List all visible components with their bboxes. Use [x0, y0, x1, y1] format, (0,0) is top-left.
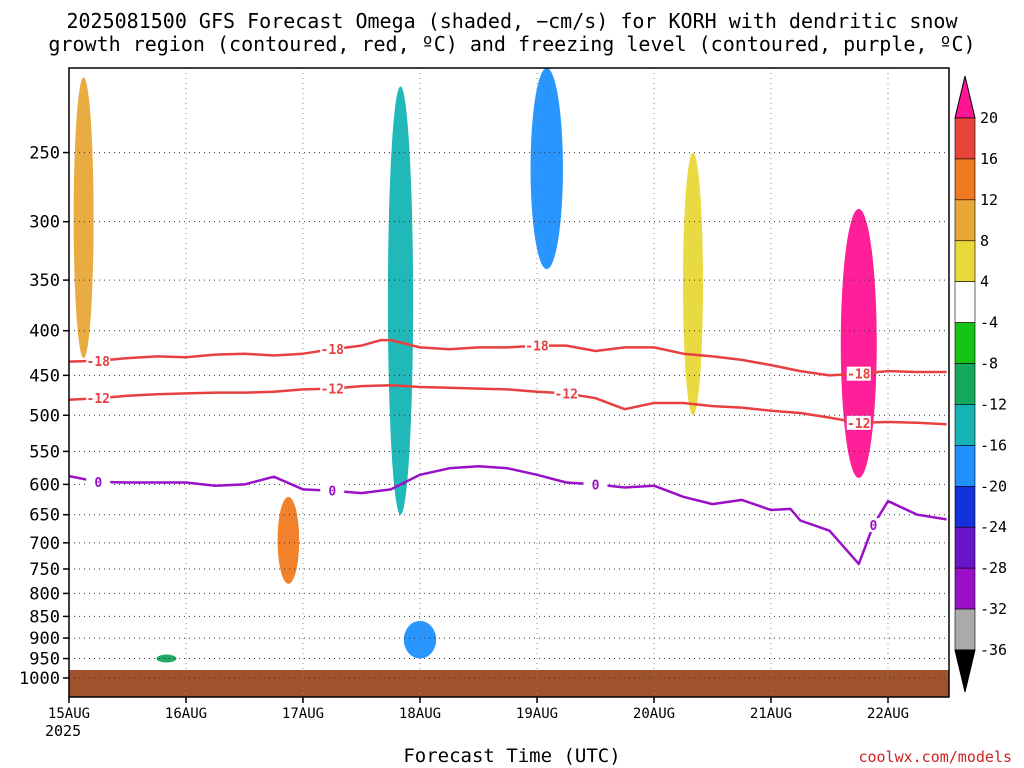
contour-label: -18	[525, 340, 549, 355]
colorbar-swatch	[954, 567, 976, 610]
omega-region	[403, 620, 437, 659]
contour-label-bg	[320, 381, 345, 396]
contour-label: 0	[328, 485, 336, 500]
colorbar-label: -8	[980, 355, 998, 373]
colorbar-swatch	[954, 608, 976, 651]
x-tick-label: 20AUG	[633, 706, 675, 722]
x-tick-label: 18AUG	[399, 706, 441, 722]
colorbar-swatch	[954, 240, 976, 282]
omega-region	[73, 77, 94, 359]
colorbar-label: -24	[980, 518, 1007, 536]
contour-label: -18	[321, 343, 345, 358]
x-tick-label: 21AUG	[750, 706, 792, 722]
colorbar-label: -20	[980, 477, 1007, 495]
contour-label: -12	[321, 383, 344, 398]
x-tick-label: 16AUG	[165, 706, 207, 722]
contour-label-bg	[525, 338, 549, 353]
colorbar-swatch	[954, 322, 976, 364]
plot-area: -18 -18 -18 -18 -12 -12 -12 -12 0 0 0 0	[69, 68, 949, 697]
contour-label: 0	[94, 476, 102, 491]
colorbar-swatch	[954, 158, 976, 201]
contour-line	[69, 338, 947, 377]
y-tick-label: 700	[29, 534, 60, 554]
y-tick-label: 250	[29, 144, 60, 164]
contour-label-bg	[86, 353, 111, 368]
contour-line	[69, 465, 947, 566]
contour-label-bg	[86, 391, 111, 406]
contour-label: 0	[869, 519, 877, 534]
colorbar-swatch	[954, 649, 976, 693]
colorbar-label: -36	[980, 641, 1007, 659]
y-tick-label: 500	[29, 406, 60, 426]
contour-label-bg	[320, 483, 345, 498]
colorbar-label: 12	[980, 191, 998, 209]
plot-frame	[68, 67, 950, 698]
x-tick-label: 17AUG	[282, 706, 324, 722]
colorbar-label: -12	[980, 395, 1007, 413]
colorbar-label: -16	[980, 436, 1007, 454]
y-tick-label: 850	[29, 607, 60, 627]
colorbar-swatch	[954, 75, 976, 119]
omega-region	[840, 208, 877, 479]
contour-label: -12	[847, 417, 870, 432]
contour-label-bg	[320, 342, 345, 357]
y-tick-label: 600	[29, 475, 60, 495]
colorbar-swatch	[954, 117, 976, 160]
omega-region	[683, 152, 703, 416]
omega-region	[156, 654, 177, 663]
contour-line	[69, 384, 947, 426]
colorbar-label: 4	[980, 273, 989, 291]
omega-region	[277, 496, 300, 584]
colorbar-swatch	[954, 199, 976, 242]
colorbar-swatch	[954, 281, 976, 323]
colorbar-swatch	[954, 526, 976, 569]
contour-label-bg	[846, 366, 871, 381]
y-tick-label: 350	[29, 271, 60, 291]
y-tick-label: 450	[29, 366, 60, 386]
x-axis-year: 2025	[45, 722, 82, 740]
colorbar-swatch	[954, 445, 976, 487]
contour-label: 0	[592, 478, 600, 493]
ground-surface	[69, 670, 949, 697]
y-tick-label: 900	[29, 629, 60, 649]
credit-link[interactable]: coolwx.com/models	[858, 748, 1012, 766]
omega-region	[387, 86, 414, 515]
y-tick-label: 1000	[19, 669, 60, 689]
chart-title-line-2: growth region (contoured, red, ºC) and f…	[48, 32, 976, 56]
y-tick-label: 550	[29, 442, 60, 462]
y-tick-label: 300	[29, 213, 60, 233]
colorbar-label: -28	[980, 559, 1007, 577]
contour-label: -18	[87, 355, 111, 370]
colorbar: 20 16 12 8 4 -4 -8 -12 -16 -20 -24 -28 -32 -36	[954, 75, 1007, 693]
colorbar-swatch	[954, 486, 976, 528]
x-tick-label: 15AUG	[48, 706, 90, 722]
contour-label-bg	[861, 518, 886, 533]
chart-title-line-1: 2025081500 GFS Forecast Omega (shaded, −…	[66, 9, 958, 33]
colorbar-swatch	[954, 404, 976, 446]
colorbar-label: 8	[980, 232, 989, 250]
y-tick-label: 950	[29, 650, 60, 670]
y-tick-label: 800	[29, 584, 60, 604]
x-axis-label: Forecast Time (UTC)	[403, 745, 621, 767]
contour-label-bg	[554, 386, 579, 401]
omega-region	[530, 68, 563, 270]
contour-label-bg	[846, 415, 871, 430]
colorbar-label: -4	[980, 314, 998, 332]
contour-label-bg	[86, 474, 111, 489]
contour-label-bg	[583, 477, 608, 492]
contour-label: -18	[847, 368, 871, 383]
y-tick-label: 400	[29, 322, 60, 342]
colorbar-label: -32	[980, 600, 1007, 618]
colorbar-label: 20	[980, 109, 998, 127]
y-tick-label: 750	[29, 560, 60, 580]
x-tick-label: 19AUG	[516, 706, 558, 722]
colorbar-label: 16	[980, 150, 998, 168]
contour-label: -12	[87, 392, 110, 407]
y-tick-label: 650	[29, 506, 60, 526]
colorbar-swatch	[954, 363, 976, 405]
x-tick-label: 22AUG	[867, 706, 909, 722]
contour-label: -12	[555, 387, 578, 402]
